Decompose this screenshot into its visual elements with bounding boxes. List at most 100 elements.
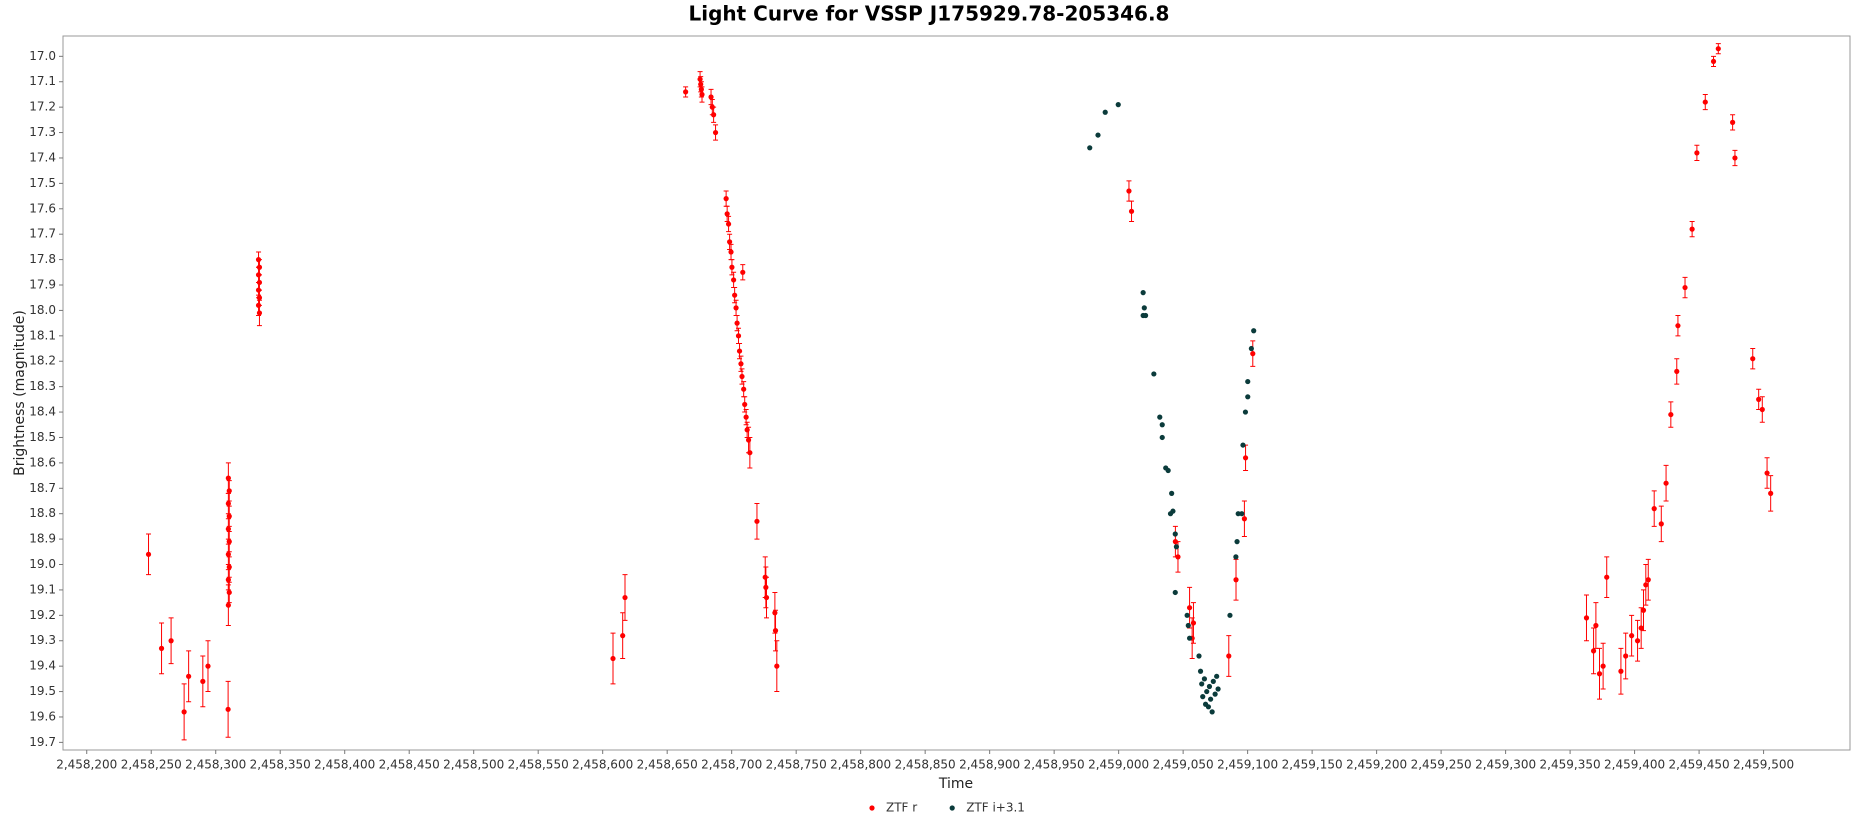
data-point xyxy=(1732,155,1738,161)
data-point xyxy=(731,277,737,283)
data-point xyxy=(735,333,742,339)
data-point xyxy=(1593,622,1599,629)
y-tick-label: 17.9 xyxy=(29,278,56,292)
data-point xyxy=(1694,150,1700,156)
data-point xyxy=(1250,351,1256,357)
data-point xyxy=(226,539,232,545)
data-point xyxy=(225,602,231,608)
y-tick-label: 19.7 xyxy=(29,735,56,749)
data-point xyxy=(1201,676,1208,682)
data-point xyxy=(1596,671,1603,677)
y-tick-label: 18.3 xyxy=(29,379,56,393)
data-point xyxy=(1185,622,1191,629)
data-point xyxy=(1197,668,1204,674)
data-point xyxy=(1205,704,1212,710)
y-tick-label: 17.4 xyxy=(29,150,56,164)
y-tick-label: 19.5 xyxy=(29,684,56,698)
y-tick-label: 18.4 xyxy=(29,405,56,419)
data-point xyxy=(754,518,760,524)
x-tick-label: 2,458,300 xyxy=(185,758,246,772)
data-point xyxy=(1658,521,1664,527)
data-point xyxy=(1095,132,1101,138)
data-point xyxy=(712,129,719,136)
data-point xyxy=(1756,396,1762,402)
data-point xyxy=(1087,145,1093,151)
series xyxy=(145,43,1774,741)
data-point xyxy=(738,361,744,367)
data-point xyxy=(1159,422,1165,428)
data-point xyxy=(610,655,616,662)
x-tick-label: 2,459,000 xyxy=(1088,758,1149,772)
data-point xyxy=(256,310,263,316)
data-point xyxy=(225,577,231,583)
data-point xyxy=(620,633,626,639)
x-tick-label: 2,458,200 xyxy=(56,758,117,772)
x-tick-label: 2,458,850 xyxy=(895,758,956,772)
x-tick-label: 2,458,500 xyxy=(443,758,504,772)
data-point xyxy=(736,348,743,354)
data-point xyxy=(225,526,231,532)
data-point xyxy=(745,437,752,443)
data-point xyxy=(1750,356,1756,362)
data-point xyxy=(1675,323,1681,329)
y-tick-label: 18.5 xyxy=(29,430,56,444)
data-point xyxy=(1141,305,1147,311)
data-point xyxy=(711,112,717,118)
data-point xyxy=(1241,516,1248,522)
data-point xyxy=(145,551,152,557)
y-tick-label: 17.7 xyxy=(29,227,56,241)
x-tick-label: 2,459,400 xyxy=(1604,758,1665,772)
data-point xyxy=(225,551,231,557)
data-point xyxy=(1600,663,1606,669)
data-point xyxy=(1245,378,1251,385)
data-point xyxy=(226,564,232,570)
data-point xyxy=(1151,371,1157,377)
data-point xyxy=(226,488,232,494)
legend-marker xyxy=(949,805,955,811)
data-point xyxy=(225,500,231,507)
data-point xyxy=(1618,668,1624,674)
data-point xyxy=(1175,554,1181,560)
data-point xyxy=(742,401,748,408)
y-axis-label: Brightness (magnitude) xyxy=(12,310,28,476)
data-point xyxy=(1638,625,1644,631)
data-point xyxy=(1768,490,1774,496)
data-point xyxy=(729,264,735,270)
series xyxy=(1087,102,1257,715)
data-point xyxy=(740,269,746,275)
y-tick-label: 19.6 xyxy=(29,709,56,723)
y-tick-label: 18.8 xyxy=(29,506,56,520)
data-point xyxy=(763,594,770,601)
data-point xyxy=(1640,607,1647,613)
y-tick-label: 19.3 xyxy=(29,633,56,647)
data-point xyxy=(1251,328,1257,334)
data-point xyxy=(1235,511,1241,517)
y-tick-label: 17.6 xyxy=(29,201,56,215)
x-tick-label: 2,458,450 xyxy=(379,758,440,772)
x-axis-label: Time xyxy=(938,776,973,792)
data-point xyxy=(697,76,703,82)
data-point xyxy=(732,292,738,298)
data-point xyxy=(1200,694,1206,700)
legend-label: ZTF r xyxy=(886,801,917,815)
x-tick-label: 2,459,300 xyxy=(1475,758,1536,772)
y-tick-label: 19.4 xyxy=(29,659,56,673)
data-point xyxy=(1682,284,1688,291)
data-point xyxy=(1604,574,1610,580)
data-point xyxy=(1196,653,1202,659)
y-tick-label: 18.6 xyxy=(29,455,56,469)
data-point xyxy=(1115,102,1121,108)
data-point xyxy=(1172,589,1178,596)
legend-label: ZTF i+3.1 xyxy=(966,801,1025,815)
data-point xyxy=(1730,119,1736,125)
data-point xyxy=(1702,99,1708,105)
x-tick-label: 2,458,550 xyxy=(508,758,569,772)
data-point xyxy=(1102,109,1108,115)
data-point xyxy=(772,610,778,616)
x-tick-label: 2,459,050 xyxy=(1153,758,1214,772)
data-point xyxy=(739,373,745,380)
data-point xyxy=(200,678,206,684)
data-point xyxy=(699,91,705,98)
data-point xyxy=(1167,511,1174,517)
data-point xyxy=(1643,582,1649,588)
